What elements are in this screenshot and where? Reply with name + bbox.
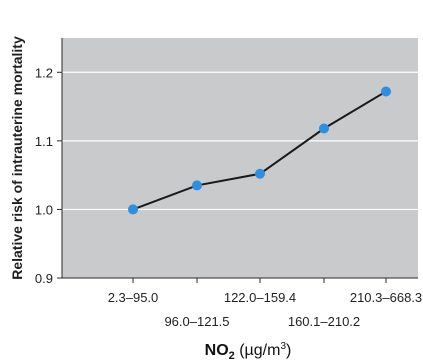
data-points: [128, 86, 391, 215]
x-tick-label: 210.3–668.3: [350, 290, 422, 305]
x-axis-title-units: (µg/m: [235, 342, 281, 359]
x-tick-label: 122.0–159.4: [224, 290, 296, 305]
x-axis-title-subscript: 2: [229, 350, 235, 362]
y-axis-ticks: 0.9 1.0 1.1 1.2: [35, 65, 62, 286]
x-tick-label: 160.1–210.2: [288, 314, 360, 329]
y-axis-title: Relative risk of intrauterine mortality: [9, 36, 25, 280]
gridlines: [62, 71, 418, 211]
x-axis-title-units-close: ): [286, 342, 291, 359]
x-tick-label: 2.3–95.0: [108, 290, 159, 305]
y-tick-label: 1.0: [35, 202, 53, 217]
x-tick-label: 96.0–121.5: [164, 314, 229, 329]
y-tick-label: 0.9: [35, 271, 53, 286]
x-axis-title-main: NO: [205, 342, 229, 359]
data-point: [381, 86, 391, 97]
plot-area: [62, 38, 418, 278]
data-point: [319, 123, 329, 134]
x-axis-title: NO2 (µg/m3): [205, 341, 292, 362]
data-point: [255, 168, 265, 179]
y-tick-label: 1.1: [35, 134, 53, 149]
x-axis-ticks: 2.3–95.0 96.0–121.5 122.0–159.4 160.1–210.2…: [108, 278, 422, 329]
data-point: [128, 204, 138, 215]
data-point: [192, 180, 202, 191]
x-axis-title-units-superscript: 3: [280, 341, 286, 352]
y-tick-label: 1.2: [35, 65, 53, 80]
